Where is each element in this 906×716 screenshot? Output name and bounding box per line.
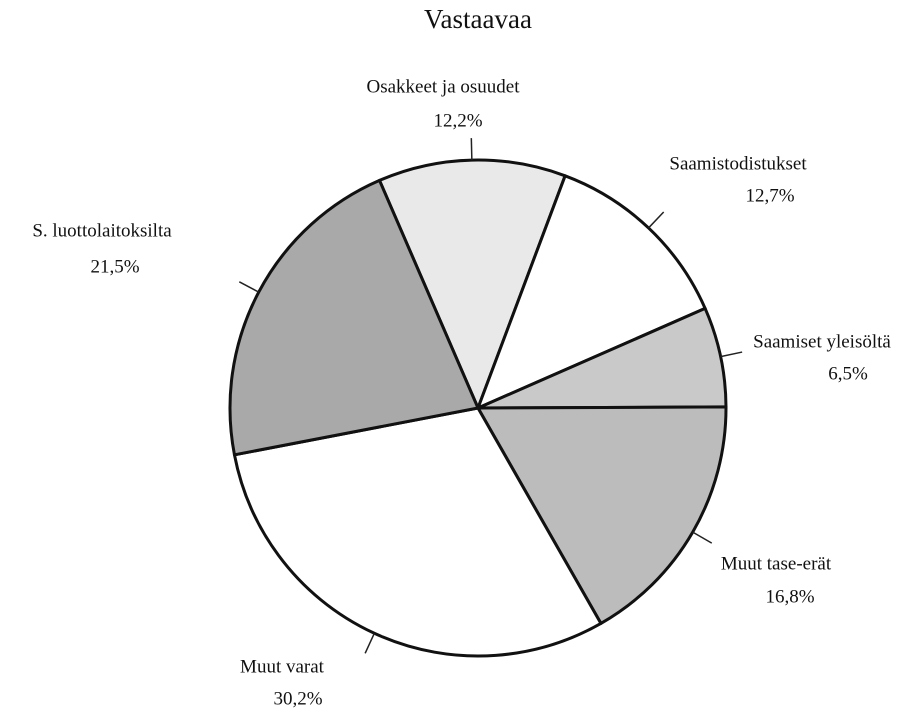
chart-title: Vastaavaa	[424, 4, 532, 34]
slice-label: Muut varat	[240, 656, 325, 677]
leader-line	[238, 281, 260, 293]
slice-label: Osakkeet ja osuudet	[366, 76, 520, 97]
leader-line	[648, 211, 665, 229]
slice-value: 21,5%	[90, 256, 139, 277]
slice-label: Saamistodistukset	[669, 153, 807, 174]
leader-line	[720, 351, 743, 358]
pie-slice	[378, 158, 567, 410]
slice-label: Muut tase-erät	[721, 553, 832, 574]
pie-slice	[232, 406, 603, 658]
slice-value: 16,8%	[765, 586, 814, 607]
leader-line	[364, 632, 376, 654]
slice-value: 6,5%	[828, 363, 868, 384]
leader-line	[470, 138, 473, 161]
slice-value: 12,7%	[745, 185, 794, 206]
slice-label: Saamiset yleisöltä	[753, 331, 891, 352]
slice-value: 30,2%	[273, 688, 322, 709]
slice-value: 12,2%	[433, 110, 482, 131]
leader-line	[692, 531, 713, 544]
pie-slice	[228, 178, 480, 457]
slice-label: S. luottolaitoksilta	[32, 220, 172, 241]
